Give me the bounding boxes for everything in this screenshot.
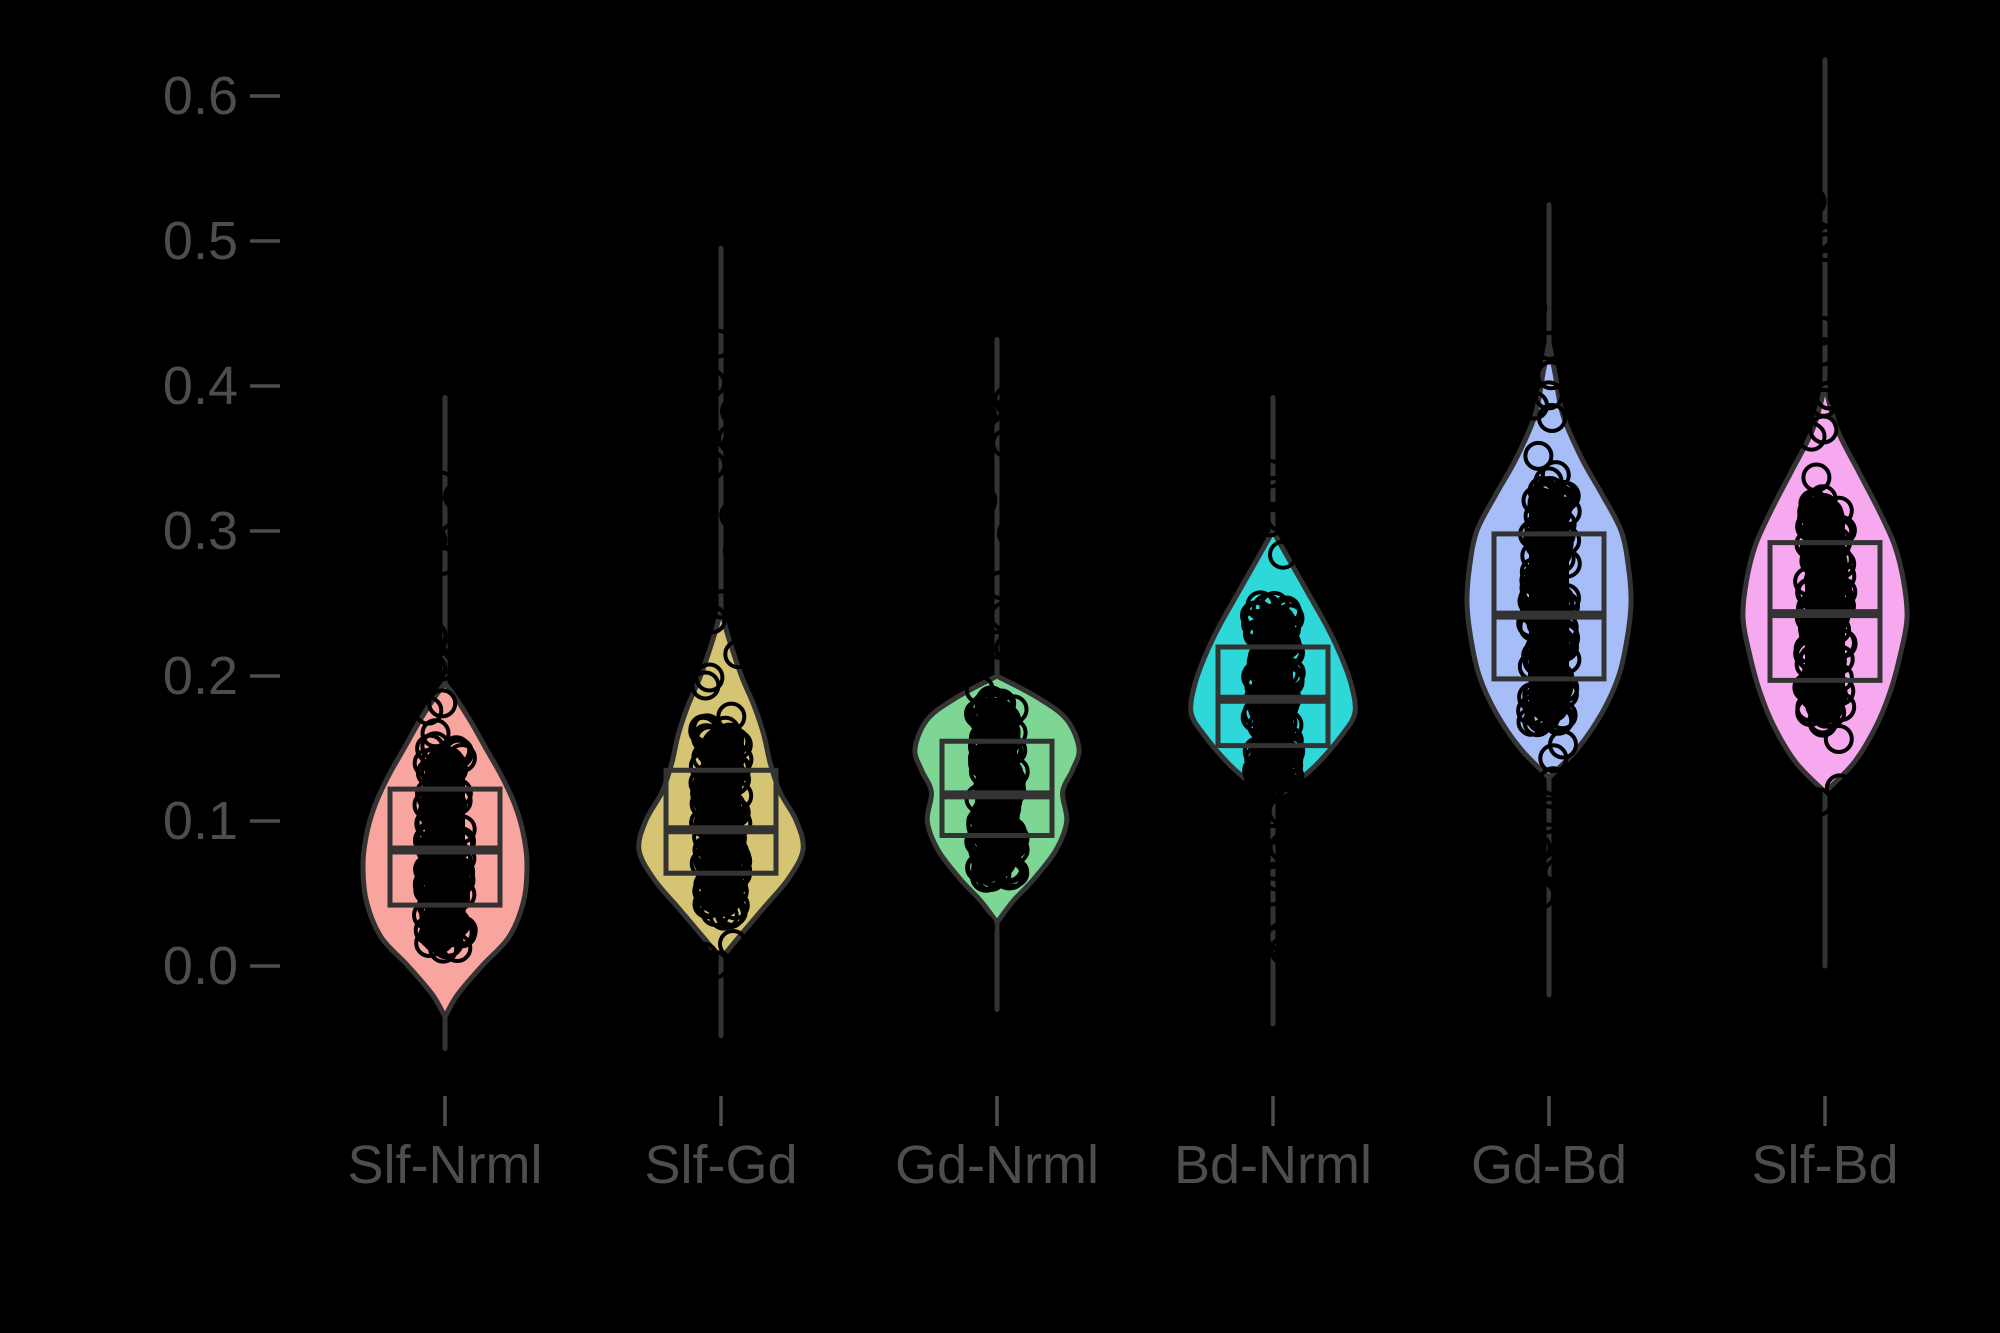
data-point [688,524,719,554]
data-point [991,428,1022,459]
x-tick-label: Slf-Nrml [348,1135,543,1195]
violin-layer [360,57,1910,1052]
data-point [1534,330,1565,361]
x-tick-label: Gd-Bd [1471,1135,1627,1195]
data-point [1258,476,1289,507]
data-point [993,385,1023,416]
box-iqr [1491,531,1607,682]
data-point [1548,729,1578,760]
data-point [424,646,454,677]
data-point [1827,380,1858,411]
y-tick-label: 0.4 [163,356,238,416]
axis-layer: 0.0 0.1 0.2 0.3 0.4 0.5 0.6 Slf-Nrml Slf-Gd Gd-Nr… [163,66,1899,1195]
data-point [702,328,733,359]
x-tick-label: Slf-Bd [1751,1135,1898,1195]
data-point [1268,832,1299,863]
data-point-cluster [977,697,1017,879]
data-point [721,429,752,460]
y-tick-label: 0.1 [163,791,238,851]
x-tick-label: Gd-Nrml [895,1135,1099,1195]
box-iqr [663,767,779,876]
box-iqr [939,738,1055,838]
data-point [1256,876,1287,907]
data-point [696,604,727,635]
data-point [1538,766,1569,797]
data-point [1265,502,1296,533]
data-point [426,546,457,576]
data-point [1525,880,1556,911]
data-point [1262,925,1293,956]
violin-group-slf-bd [1740,57,1910,969]
data-point [1266,921,1296,952]
data-point-cluster [701,726,741,917]
data-point [427,688,458,719]
data-point [1521,832,1552,863]
y-tick-label: 0.0 [163,936,238,996]
data-point [425,470,456,501]
data-point [699,949,730,980]
violin-group-slf-gd [636,245,806,1039]
data-point [1268,539,1298,570]
data-point [722,535,753,566]
data-point-cluster [1529,490,1569,723]
data-points [688,328,754,980]
y-tick-label: 0.2 [163,646,238,706]
data-point [983,629,1014,660]
data-point [413,695,444,726]
data-point [690,670,721,701]
data-points [1792,186,1858,839]
data-point [720,396,750,427]
data-point [696,450,727,481]
data-point [1517,293,1548,324]
data-point [1258,798,1289,829]
y-tick-label: 0.6 [163,66,238,126]
data-point [1536,360,1567,391]
data-point [719,500,750,531]
data-point [1254,839,1285,870]
data-point [1823,724,1854,754]
data-point [1824,773,1855,804]
y-tick-label: 0.3 [163,501,238,561]
data-point [996,518,1027,549]
violin-group-gd-nrml [912,337,1082,1012]
data-point [1808,414,1839,445]
data-point [1796,186,1827,217]
data-point [1523,440,1554,471]
data-point [989,601,1020,632]
data-point [718,929,748,959]
data-point [1814,380,1845,411]
data-point [1531,804,1562,835]
data-point [696,368,727,398]
data-point [1806,315,1837,346]
data-point [986,570,1017,601]
x-tick-label: Slf-Gd [644,1135,797,1195]
data-point [1803,787,1833,818]
violin-group-gd-bd [1464,202,1634,998]
y-tick-label: 0.5 [163,211,238,271]
data-point [1806,336,1837,367]
data-point [1539,851,1570,882]
data-point [967,484,998,515]
data-point [1254,458,1285,489]
violin-group-bd-nrml [1188,395,1358,1027]
data-point [967,401,998,432]
data-point [965,912,996,943]
x-tick-label: Bd-Nrml [1174,1135,1372,1195]
data-point [417,653,448,684]
data-point [1519,390,1549,421]
data-point [706,589,737,620]
data-point [723,639,754,670]
violin-group-slf-nrml [360,395,530,1052]
data-point [1811,232,1842,263]
data-point [439,522,469,553]
